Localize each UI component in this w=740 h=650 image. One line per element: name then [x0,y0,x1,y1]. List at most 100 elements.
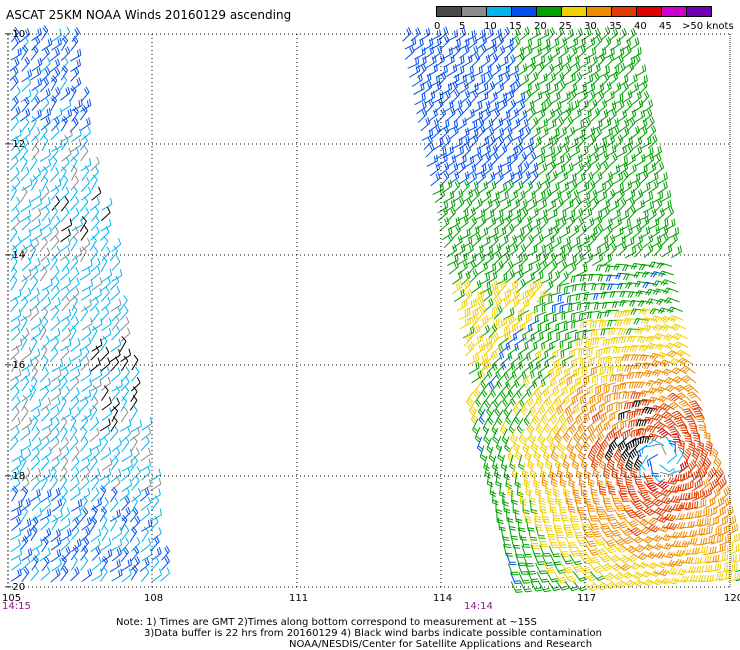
wind-barb [650,360,667,368]
wind-barb [493,171,504,186]
wind-barb [590,571,605,582]
wind-barb [604,134,616,149]
wind-barb [539,215,549,231]
wind-barb [654,208,665,223]
wind-barb [488,280,499,295]
wind-barb [149,515,159,532]
wind-barb [91,306,100,323]
wind-barb [412,38,424,52]
wind-barb [461,54,473,68]
wind-barb [557,171,569,185]
wind-barb [423,135,433,150]
wind-barb [463,331,473,347]
wind-barb [59,436,69,452]
wind-barb [80,466,91,482]
wind-barb [81,165,90,182]
wind-barb [598,400,611,413]
wind-barb [608,199,620,213]
wind-barb [472,333,484,347]
wind-barb [514,509,523,524]
wind-barb [555,252,567,266]
wind-barb [598,453,607,470]
wind-barb [459,135,470,149]
wind-barb [680,521,696,529]
wind-barb [51,246,61,261]
wind-barb [682,408,697,419]
wind-barb [534,154,546,168]
wind-barb [101,197,113,211]
wind-barb [691,527,706,536]
wind-barb [69,186,78,202]
wind-barb [160,555,170,571]
wind-barb [599,242,610,257]
wind-barb [614,554,630,564]
wind-barb [70,499,83,512]
wind-barb [79,415,89,431]
wind-barb [427,108,438,123]
wind-barb [581,207,593,221]
wind-barb [536,571,549,583]
wind-barb [493,216,505,230]
wind-barb [645,569,661,578]
wind-barb [110,455,119,471]
wind-barb [30,67,42,81]
wind-barb [580,108,592,122]
wind-barb [468,134,479,149]
wind-barb [622,99,633,115]
wind-barb [100,218,112,232]
wind-barb [596,561,612,572]
wind-barb [81,447,93,462]
wind-barb [567,545,581,557]
wind-barb [417,108,428,124]
wind-barb [100,447,112,461]
wind-barb [582,435,591,452]
wind-barb [670,513,686,521]
wind-barb [633,472,643,486]
wind-barb [617,242,627,257]
wind-barb [469,89,479,105]
wind-barb [488,374,498,390]
wind-barb [30,275,39,292]
wind-barb [60,115,68,132]
wind-barb [20,498,31,512]
wind-barb [618,526,633,536]
wind-barb [504,179,514,194]
wind-barb [514,444,523,461]
wind-barb [616,400,629,411]
wind-barb [70,235,78,252]
wind-barb [69,358,82,372]
wind-barb [20,156,28,173]
wind-barb [695,416,707,429]
wind-barb [517,563,529,575]
wind-barb [581,363,594,375]
wind-barb [501,295,511,311]
wind-barb [442,179,453,194]
wind-barb [59,166,67,182]
wind-barb [550,445,559,462]
wind-barb [540,271,553,285]
wind-barb [50,487,61,502]
wind-barb [570,356,583,368]
wind-barb [61,357,72,372]
wind-barb [446,64,458,77]
wind-barb [150,535,160,551]
wind-barb [587,55,598,70]
wind-barb [590,27,601,43]
wind-barb [20,287,32,302]
wind-barb [600,72,610,88]
wind-barb [497,144,508,159]
wind-barb [563,162,574,177]
wind-barb [40,455,50,471]
wind-barb [720,486,731,501]
wind-barb [139,557,150,572]
wind-barb [509,296,520,311]
wind-barb [617,570,633,579]
wind-barb [69,368,81,382]
wind-barb [40,47,50,63]
wind-barb [618,409,631,421]
legend-label: 35 [609,21,622,32]
wind-barb [111,406,119,422]
wind-barb [559,135,570,150]
wind-barb [10,308,22,323]
wind-barb [607,327,623,335]
